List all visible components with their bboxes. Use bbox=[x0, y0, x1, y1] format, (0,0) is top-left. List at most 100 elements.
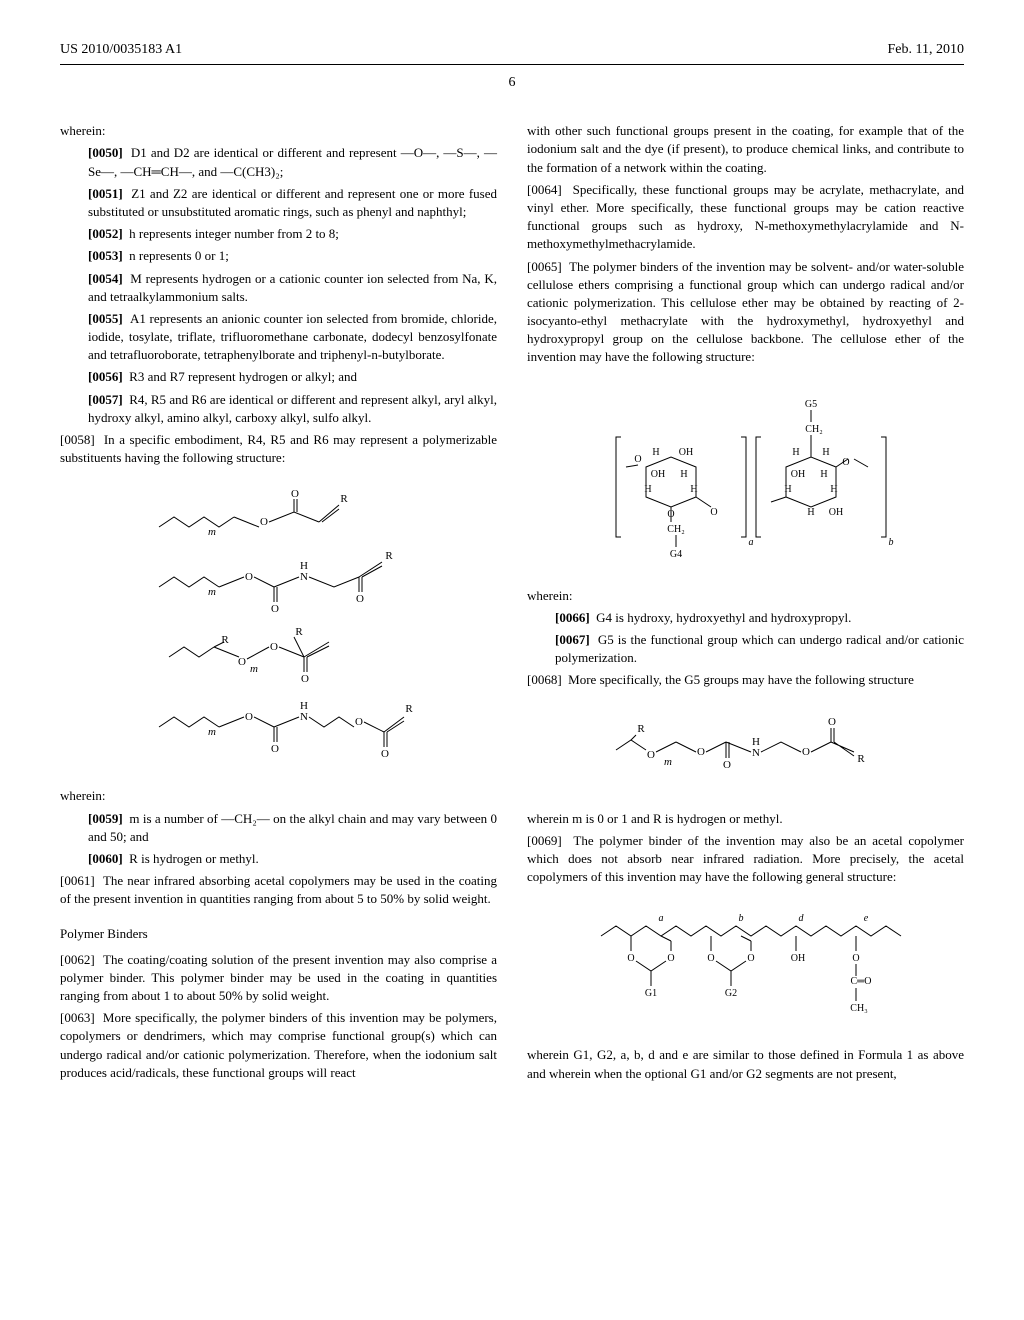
paragraph-0050: [0050] D1 and D2 are identical or differ… bbox=[60, 144, 497, 180]
polymer-binders-heading: Polymer Binders bbox=[60, 925, 497, 943]
svg-text:G4: G4 bbox=[669, 549, 681, 560]
svg-text:OH: OH bbox=[828, 507, 842, 518]
svg-text:m: m bbox=[664, 756, 672, 768]
svg-text:H: H bbox=[820, 469, 827, 480]
paragraph-0059: [0059] m is a number of —CH₂— on the alk… bbox=[60, 810, 497, 846]
continuation-text: with other such functional groups presen… bbox=[527, 122, 964, 177]
svg-text:R: R bbox=[340, 493, 348, 505]
svg-text:O: O bbox=[381, 748, 389, 760]
svg-text:O: O bbox=[707, 953, 714, 964]
svg-text:H: H bbox=[792, 447, 799, 458]
right-column: with other such functional groups presen… bbox=[527, 122, 964, 1087]
svg-text:b: b bbox=[738, 913, 743, 924]
svg-text:H: H bbox=[680, 469, 687, 480]
svg-text:O: O bbox=[852, 953, 859, 964]
svg-text:R: R bbox=[637, 723, 645, 735]
paragraph-0064: [0064] Specifically, these functional gr… bbox=[527, 181, 964, 254]
paragraph-0054: [0054] M represents hydrogen or a cation… bbox=[60, 270, 497, 306]
svg-text:R: R bbox=[385, 550, 393, 562]
svg-text:d: d bbox=[798, 913, 804, 924]
svg-text:m: m bbox=[208, 526, 216, 538]
paragraph-0057: [0057] R4, R5 and R6 are identical or di… bbox=[60, 391, 497, 427]
svg-text:C═O: C═O bbox=[850, 976, 871, 987]
svg-text:O: O bbox=[270, 641, 278, 653]
svg-text:a: a bbox=[748, 537, 753, 548]
svg-text:O: O bbox=[238, 656, 246, 668]
paragraph-0069: [0069] The polymer binder of the inventi… bbox=[527, 832, 964, 887]
svg-text:R: R bbox=[295, 626, 303, 638]
paragraph-0061: [0061] The near infrared absorbing aceta… bbox=[60, 872, 497, 908]
svg-text:O: O bbox=[697, 746, 705, 758]
publication-number: US 2010/0035183 A1 bbox=[60, 40, 182, 60]
svg-text:O: O bbox=[291, 488, 299, 500]
svg-text:e: e bbox=[863, 913, 868, 924]
acetal-copolymer-structure: a O O G1 b O O G2 bbox=[527, 906, 964, 1026]
svg-text:a: a bbox=[658, 913, 663, 924]
paragraph-0067: [0067] G5 is the functional group which … bbox=[527, 631, 964, 667]
svg-text:G5: G5 bbox=[804, 399, 816, 410]
svg-text:R: R bbox=[405, 703, 413, 715]
chemical-structure-1: m O O R m O O bbox=[60, 487, 497, 767]
wherein-intro-3: wherein: bbox=[527, 587, 964, 605]
svg-text:O: O bbox=[647, 749, 655, 761]
svg-text:H: H bbox=[652, 447, 659, 458]
left-column: wherein: [0050] D1 and D2 are identical … bbox=[60, 122, 497, 1087]
svg-text:O: O bbox=[627, 953, 634, 964]
svg-text:O: O bbox=[723, 759, 731, 771]
svg-text:R: R bbox=[857, 753, 865, 765]
svg-text:O: O bbox=[747, 953, 754, 964]
final-paragraph: wherein G1, G2, a, b, d and e are simila… bbox=[527, 1046, 964, 1082]
svg-text:H: H bbox=[690, 484, 697, 495]
cellulose-structure: a O H OH OH H H H O O CH₂ bbox=[527, 387, 964, 567]
wherein-intro-2: wherein: bbox=[60, 787, 497, 805]
paragraph-0062: [0062] The coating/coating solution of t… bbox=[60, 951, 497, 1006]
svg-text:b: b bbox=[888, 537, 893, 548]
svg-text:CH₂: CH₂ bbox=[667, 524, 684, 535]
publication-date: Feb. 11, 2010 bbox=[888, 40, 964, 60]
svg-text:O: O bbox=[355, 716, 363, 728]
svg-text:O: O bbox=[245, 711, 253, 723]
svg-text:H: H bbox=[807, 507, 814, 518]
svg-text:OH: OH bbox=[678, 447, 692, 458]
svg-text:m: m bbox=[208, 586, 216, 598]
svg-text:R: R bbox=[221, 634, 229, 646]
wherein-intro: wherein: bbox=[60, 122, 497, 140]
paragraph-0052: [0052] h represents integer number from … bbox=[60, 225, 497, 243]
page-number: 6 bbox=[60, 73, 964, 93]
svg-text:O: O bbox=[667, 953, 674, 964]
g5-structure: O R m O O H N O O bbox=[527, 710, 964, 790]
svg-text:H: H bbox=[830, 484, 837, 495]
svg-text:O: O bbox=[260, 516, 268, 528]
paragraph-0066: [0066] G4 is hydroxy, hydroxyethyl and h… bbox=[527, 609, 964, 627]
svg-text:G2: G2 bbox=[724, 988, 736, 999]
svg-text:G1: G1 bbox=[644, 988, 656, 999]
svg-text:OH: OH bbox=[790, 953, 804, 964]
svg-text:H: H bbox=[644, 484, 651, 495]
svg-text:m: m bbox=[208, 726, 216, 738]
paragraph-0065: [0065] The polymer binders of the invent… bbox=[527, 258, 964, 367]
paragraph-0051: [0051] Z1 and Z2 are identical or differ… bbox=[60, 185, 497, 221]
paragraph-0056: [0056] R3 and R7 represent hydrogen or a… bbox=[60, 368, 497, 386]
paragraph-0055: [0055] A1 represents an anionic counter … bbox=[60, 310, 497, 365]
paragraph-0053: [0053] n represents 0 or 1; bbox=[60, 247, 497, 265]
svg-text:N: N bbox=[300, 711, 308, 723]
svg-text:OH: OH bbox=[650, 469, 664, 480]
svg-text:O: O bbox=[301, 673, 309, 685]
paragraph-0060: [0060] R is hydrogen or methyl. bbox=[60, 850, 497, 868]
svg-text:H: H bbox=[822, 447, 829, 458]
svg-text:O: O bbox=[245, 571, 253, 583]
svg-text:O: O bbox=[271, 603, 279, 615]
svg-text:O: O bbox=[802, 746, 810, 758]
svg-text:N: N bbox=[752, 747, 760, 759]
paragraph-0058: [0058] In a specific embodiment, R4, R5 … bbox=[60, 431, 497, 467]
svg-text:O: O bbox=[271, 743, 279, 755]
svg-text:H: H bbox=[784, 484, 791, 495]
svg-text:N: N bbox=[300, 571, 308, 583]
svg-text:CH₂: CH₂ bbox=[805, 424, 822, 435]
paragraph-0063: [0063] More specifically, the polymer bi… bbox=[60, 1009, 497, 1082]
svg-text:O: O bbox=[710, 507, 717, 518]
svg-text:OH: OH bbox=[790, 469, 804, 480]
svg-text:O: O bbox=[634, 454, 641, 465]
svg-text:O: O bbox=[356, 593, 364, 605]
svg-text:m: m bbox=[250, 663, 258, 675]
